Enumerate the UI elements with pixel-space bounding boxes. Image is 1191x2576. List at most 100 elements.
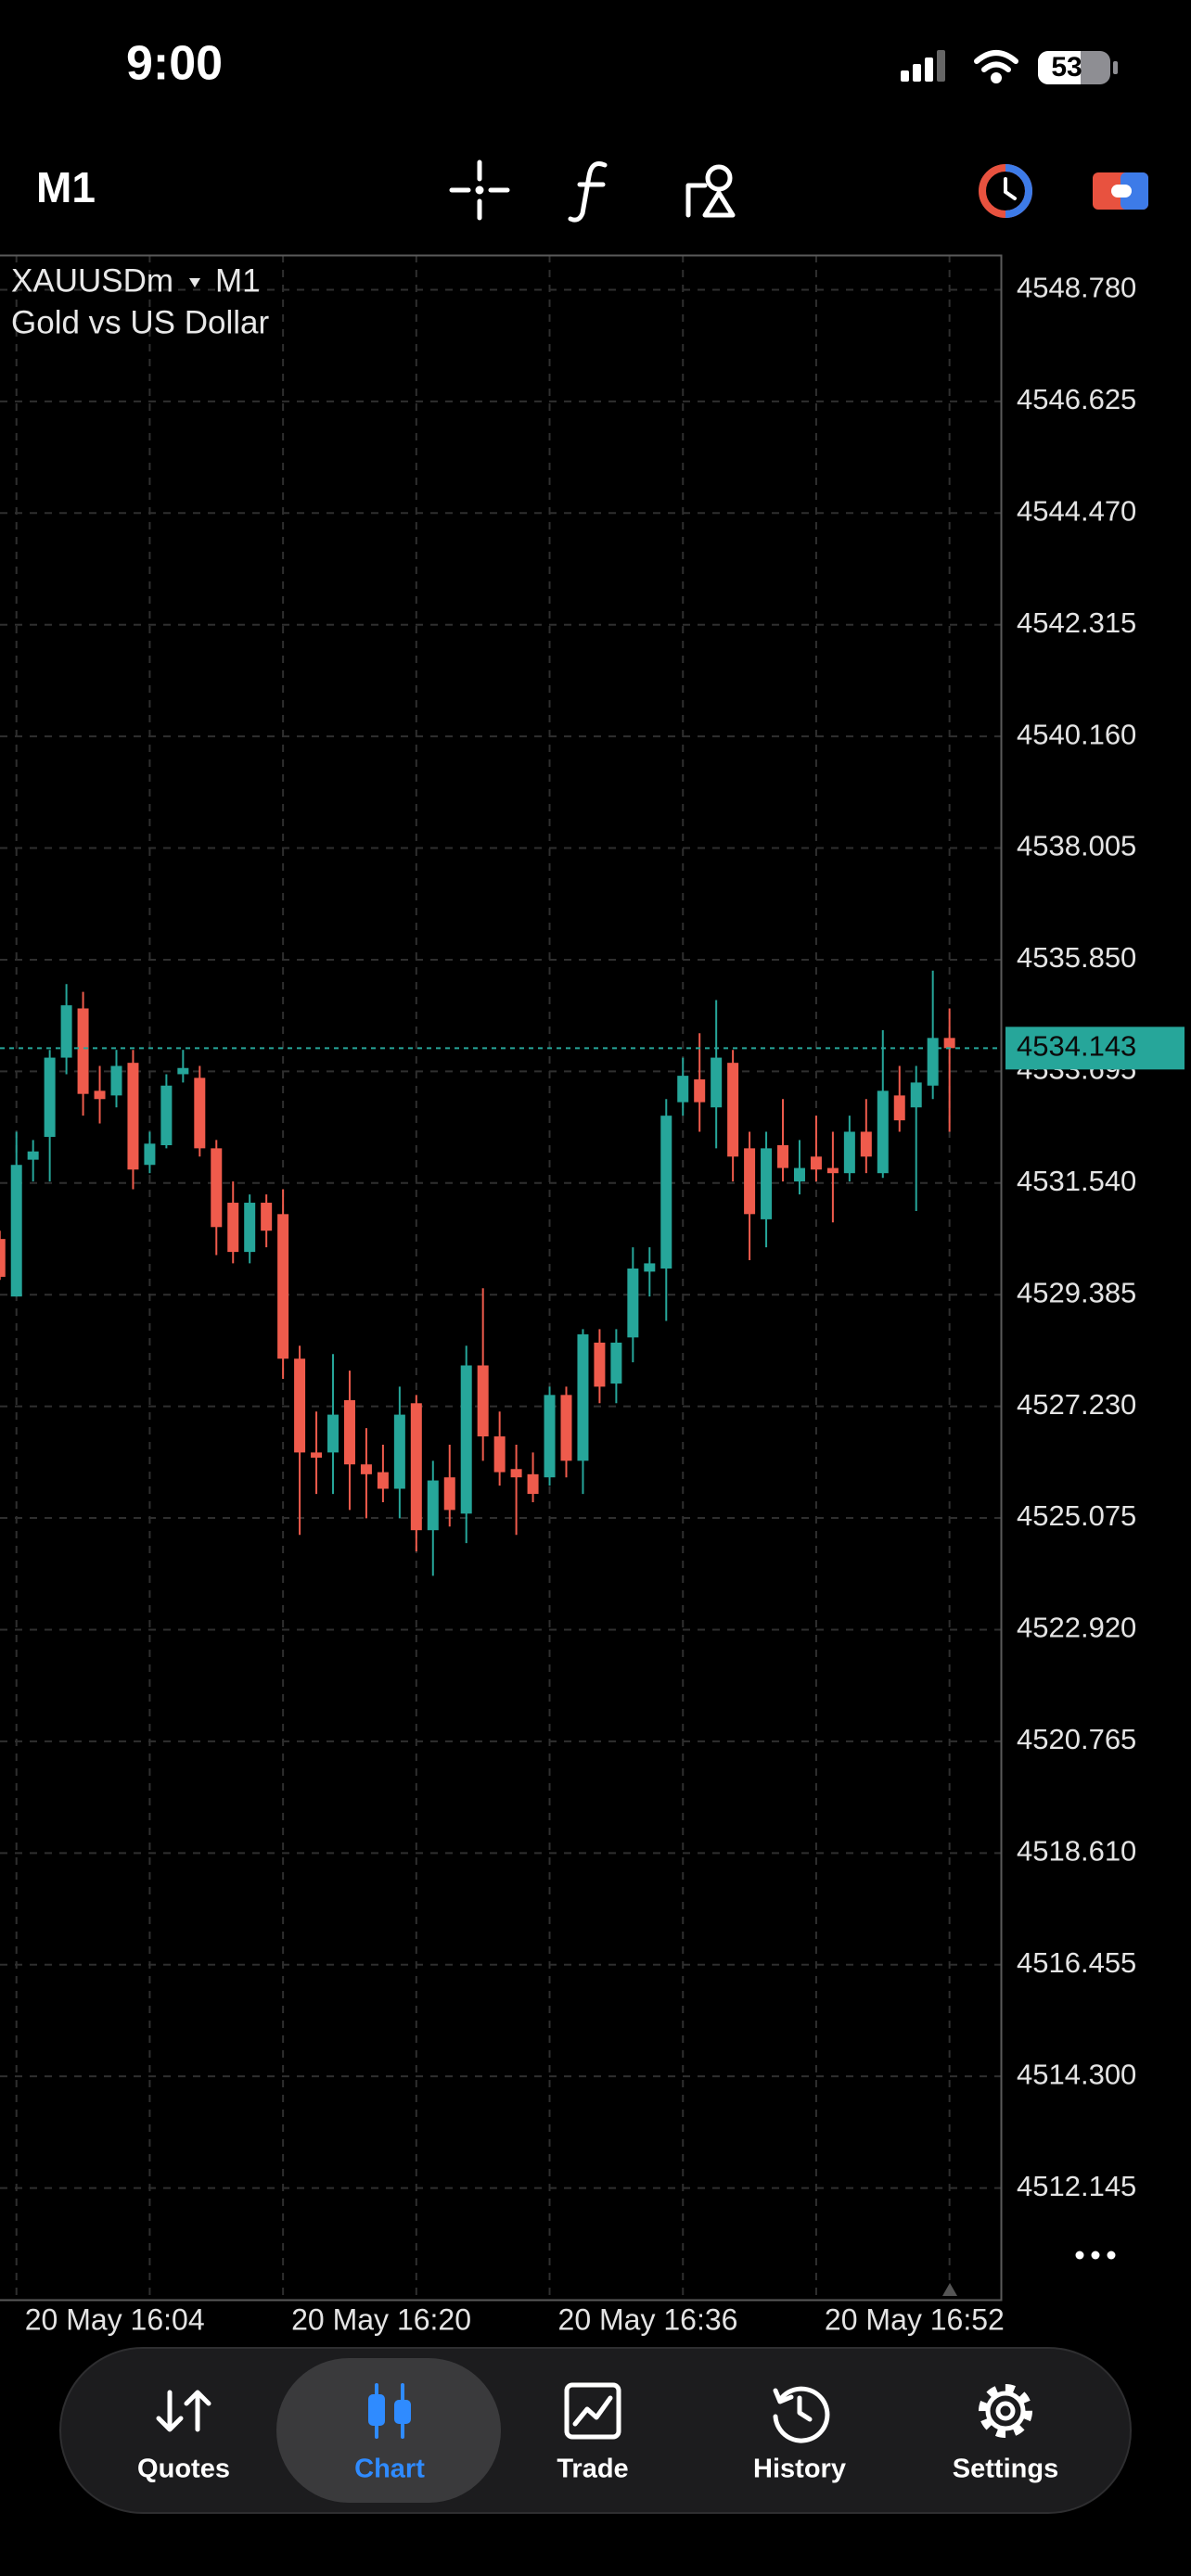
candle-body	[177, 1067, 189, 1075]
candle-body	[860, 1131, 872, 1157]
y-tick-label: 4548.780	[1017, 272, 1136, 304]
y-tick-label: 4538.005	[1017, 830, 1136, 862]
x-tick-label: 20 May 16:04	[25, 2302, 205, 2336]
candle-body	[261, 1203, 273, 1231]
battery-icon: 53	[1038, 51, 1118, 84]
trading-button[interactable]	[979, 164, 1032, 218]
current-price-box	[1005, 1027, 1185, 1070]
scroll-marker	[942, 2283, 957, 2296]
y-tick-label: 4544.470	[1017, 494, 1136, 527]
y-tick-label: 4527.230	[1017, 1388, 1136, 1421]
candle-body	[493, 1436, 506, 1473]
candle-body	[694, 1079, 706, 1103]
candle-body	[777, 1145, 789, 1168]
y-tick-label: 4520.765	[1017, 1723, 1136, 1755]
history-icon[interactable]	[773, 2386, 830, 2443]
candle-body	[244, 1203, 256, 1253]
wifi-icon	[974, 50, 1018, 83]
candle-body	[793, 1167, 805, 1182]
symbol-dropdown-icon	[189, 278, 200, 287]
status-time: 9:00	[126, 37, 223, 91]
candle-body	[44, 1057, 56, 1138]
tab-label[interactable]: Trade	[557, 2455, 628, 2484]
candle-body	[294, 1358, 306, 1453]
candle-body	[327, 1414, 339, 1453]
candle-body	[10, 1165, 22, 1297]
candle-body	[610, 1342, 622, 1384]
candle-body	[144, 1143, 156, 1166]
candle-body	[194, 1078, 206, 1149]
active-tab-highlight	[276, 2358, 501, 2503]
tab-bar	[59, 2347, 1132, 2514]
axes: 4548.780 4546.625 4544.470 4542.315 4540.160…	[0, 272, 1185, 2336]
candle-body	[277, 1214, 289, 1359]
y-tick-label: 4540.160	[1017, 718, 1136, 750]
candle-body	[744, 1148, 756, 1215]
x-tick-label: 20 May 16:52	[825, 2302, 1005, 2336]
candle-body	[410, 1403, 422, 1531]
candle-body	[544, 1395, 556, 1478]
account-button[interactable]	[1093, 172, 1148, 210]
candle-body	[443, 1477, 455, 1511]
candle-body	[910, 1082, 922, 1108]
signal-icon	[901, 50, 945, 82]
candle-body	[77, 1008, 89, 1094]
y-tick-label: 4514.300	[1017, 2058, 1136, 2090]
objects-button[interactable]	[685, 164, 736, 218]
candles	[0, 970, 955, 1576]
candle-body	[60, 1005, 72, 1058]
candle-body	[677, 1076, 689, 1103]
battery-level: 53	[1051, 52, 1082, 83]
chart-icon[interactable]	[368, 2383, 411, 2439]
candle-body	[360, 1464, 372, 1474]
candle-body	[27, 1151, 39, 1160]
candle-body	[877, 1090, 889, 1174]
candle-body	[211, 1148, 223, 1228]
settings-icon[interactable]	[979, 2384, 1032, 2438]
symbol-description: Gold vs US Dollar	[11, 304, 269, 340]
candle-body	[810, 1156, 822, 1170]
candle-body	[343, 1399, 355, 1465]
tab-label[interactable]: Quotes	[137, 2455, 230, 2484]
candle-body	[127, 1063, 139, 1170]
candle-body	[594, 1342, 606, 1387]
y-tick-label: 4522.920	[1017, 1612, 1136, 1644]
quotes-icon[interactable]	[156, 2390, 211, 2432]
crosshair-button[interactable]	[449, 159, 510, 221]
candle-body	[0, 1239, 6, 1277]
candle-body	[711, 1057, 723, 1108]
grid	[0, 255, 1001, 2300]
candle-body	[393, 1414, 405, 1489]
symbol-name[interactable]: XAUUSDm	[11, 262, 173, 299]
y-tick-label: 4535.850	[1017, 941, 1136, 974]
y-tick-label: 4546.625	[1017, 383, 1136, 415]
candle-body	[227, 1203, 239, 1253]
candle-body	[826, 1167, 839, 1174]
indicators-button[interactable]	[568, 161, 608, 223]
candle-body	[927, 1038, 939, 1086]
candle-body	[644, 1263, 656, 1272]
tab-label[interactable]: Settings	[953, 2455, 1058, 2484]
candle-body	[627, 1269, 639, 1338]
candle-body	[727, 1063, 739, 1157]
candle-body	[377, 1472, 389, 1489]
candle-body	[94, 1090, 106, 1100]
x-tick-label: 20 May 16:36	[558, 2302, 738, 2336]
candle-body	[843, 1131, 855, 1174]
y-tick-label: 4516.455	[1017, 1946, 1136, 1979]
x-tick-label: 20 May 16:20	[291, 2302, 471, 2336]
trade-icon[interactable]	[564, 2382, 621, 2440]
candle-body	[577, 1333, 589, 1461]
y-tick-label: 4542.315	[1017, 606, 1136, 639]
y-tick-label: 4518.610	[1017, 1835, 1136, 1868]
candle-body	[460, 1365, 472, 1514]
candle-body	[527, 1473, 539, 1495]
tab-label[interactable]: Chart	[354, 2455, 425, 2484]
timeframe-button[interactable]: M1	[36, 163, 96, 211]
candle-body	[311, 1452, 323, 1458]
tab-label[interactable]: History	[753, 2455, 846, 2484]
more-button[interactable]	[1075, 2251, 1116, 2260]
candle-body	[427, 1480, 439, 1531]
